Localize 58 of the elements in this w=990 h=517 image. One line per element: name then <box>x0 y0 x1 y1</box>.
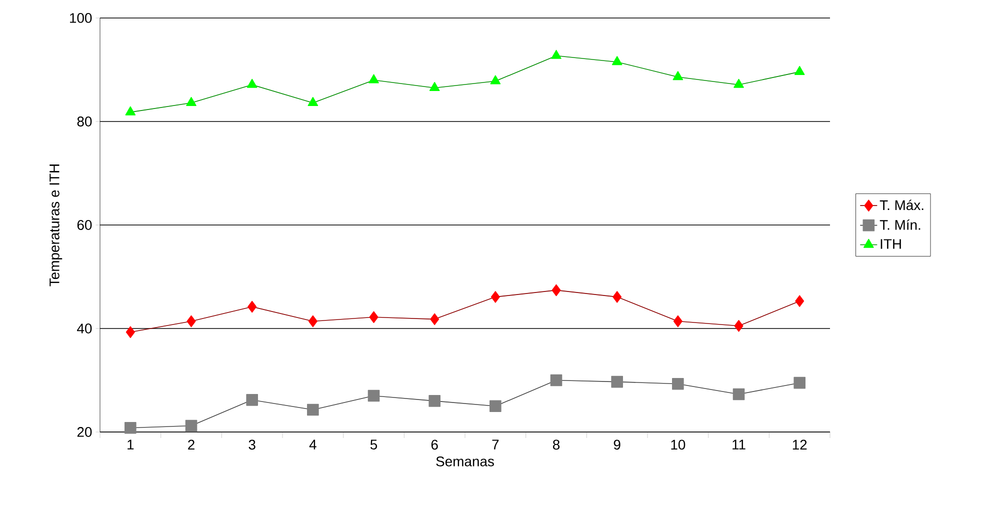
point <box>428 395 440 407</box>
x-tick-label: 6 <box>431 440 438 450</box>
x-tick-label: 5 <box>370 440 378 450</box>
point <box>611 376 623 388</box>
point <box>248 300 257 313</box>
point <box>429 82 440 92</box>
point <box>368 390 380 402</box>
x-tick-label: 7 <box>492 440 499 450</box>
point <box>246 394 258 406</box>
point <box>794 376 806 389</box>
point <box>732 388 745 400</box>
y-tick-label: 100 <box>70 13 92 23</box>
x-axis-title: Semanas <box>436 456 494 466</box>
x-tick-label: 12 <box>792 440 807 450</box>
point <box>612 291 622 303</box>
x-tick-label: 3 <box>248 440 256 450</box>
x-tick-label: 1 <box>128 440 134 450</box>
point <box>186 315 196 328</box>
point <box>490 75 501 84</box>
point <box>185 420 198 432</box>
point <box>550 374 562 386</box>
point <box>308 315 318 328</box>
point <box>369 311 378 324</box>
y-tick-label: 60 <box>77 220 92 230</box>
x-tick-label: 9 <box>614 440 620 450</box>
x-tick-label: 4 <box>309 440 316 450</box>
point <box>612 56 622 66</box>
point <box>490 400 502 412</box>
y-tick-label: 40 <box>77 324 92 334</box>
point <box>307 404 319 416</box>
point <box>795 295 804 307</box>
point <box>126 326 135 338</box>
point <box>368 74 379 84</box>
point <box>125 106 136 116</box>
point <box>672 71 684 80</box>
point <box>490 291 500 303</box>
y-axis-title: Temperaturas e ITH <box>50 164 62 286</box>
x-tick-label: 10 <box>671 440 686 450</box>
legend-label: T. Máx. <box>880 200 924 210</box>
point <box>552 284 561 296</box>
point <box>186 96 196 106</box>
point <box>246 78 258 88</box>
point <box>794 66 805 75</box>
y-tick-label: 20 <box>77 427 92 437</box>
legend-label: ITH <box>880 239 901 249</box>
point <box>734 320 744 332</box>
point <box>124 422 136 434</box>
point <box>734 78 744 88</box>
y-tick-label: 80 <box>77 116 92 126</box>
point <box>672 378 684 390</box>
x-tick-label: 2 <box>188 440 194 450</box>
point <box>551 50 562 59</box>
x-tick-label: 11 <box>732 440 746 450</box>
x-tick-label: 8 <box>552 440 560 450</box>
point <box>673 315 682 328</box>
point <box>308 96 318 106</box>
legend-label: T. Mín. <box>880 219 920 230</box>
point <box>430 313 440 326</box>
